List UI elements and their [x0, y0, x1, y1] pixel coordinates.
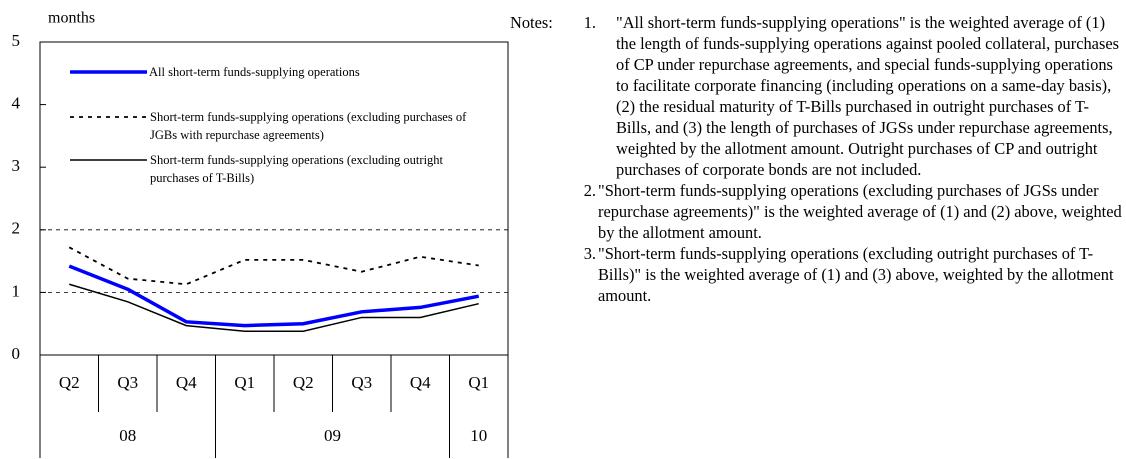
- x-tick-label: Q4: [410, 373, 431, 392]
- x-tick-label: Q1: [468, 373, 489, 392]
- series-line: [69, 283, 479, 332]
- series-line: [68, 246, 479, 286]
- note-number: 3.: [583, 244, 596, 263]
- y-tick-label: 4: [12, 94, 21, 113]
- notes: Notes: 1. "All short-term funds-supplyin…: [510, 12, 1122, 306]
- y-tick-label: 3: [12, 156, 21, 175]
- y-tick-label: 2: [12, 219, 21, 238]
- note: 2. "Short-term funds-supplying operation…: [510, 180, 1122, 243]
- x-group-label: 10: [470, 426, 487, 445]
- x-tick-label: Q4: [176, 373, 197, 392]
- chart: months 0 1 2 3 4 5 Q2 Q3 Q4 Q1 Q2 Q3 Q4 Q1 08 09 10: [12, 10, 509, 458]
- notes-label: Notes:: [510, 13, 553, 32]
- x-tick-label: Q2: [293, 373, 314, 392]
- x-group-label: 09: [324, 426, 341, 445]
- note-number: 1.: [583, 13, 596, 32]
- legend-entry: Short-term funds-supplying operations (e…: [150, 110, 467, 142]
- x-group-label: 08: [119, 426, 136, 445]
- note-text: "All short-term funds-supplying operatio…: [616, 13, 1119, 179]
- series-line: [68, 264, 480, 328]
- legend-entry: Short-term funds-supplying operations (e…: [150, 153, 444, 185]
- x-tick-label: Q2: [59, 373, 80, 392]
- note: Notes: 1. "All short-term funds-supplyin…: [510, 12, 1122, 180]
- note-text: "Short-term funds-supplying operations (…: [598, 244, 1114, 305]
- plot-frame: [39, 41, 509, 356]
- note-text: "Short-term funds-supplying operations (…: [598, 181, 1122, 242]
- y-axis-label: months: [48, 10, 95, 27]
- y-tick-label: 1: [12, 281, 21, 300]
- x-tick-label: Q1: [234, 373, 255, 392]
- x-tick-label: Q3: [117, 373, 138, 392]
- y-tick-label: 0: [12, 344, 21, 363]
- note-number: 2.: [583, 181, 596, 200]
- x-tick-label: Q3: [351, 373, 372, 392]
- legend-entry: All short-term funds-supplying operation…: [149, 65, 360, 79]
- y-tick-label: 5: [12, 31, 21, 50]
- note: 3. "Short-term funds-supplying operation…: [510, 243, 1122, 306]
